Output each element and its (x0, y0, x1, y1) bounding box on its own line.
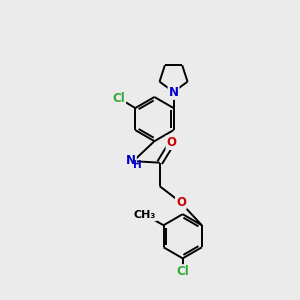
Text: Cl: Cl (112, 92, 125, 105)
Text: O: O (167, 136, 176, 149)
Text: O: O (176, 196, 186, 208)
Text: N: N (169, 86, 178, 99)
Text: Cl: Cl (176, 265, 189, 278)
Text: N: N (126, 154, 136, 167)
Text: H: H (133, 160, 141, 170)
Text: CH₃: CH₃ (134, 210, 156, 220)
